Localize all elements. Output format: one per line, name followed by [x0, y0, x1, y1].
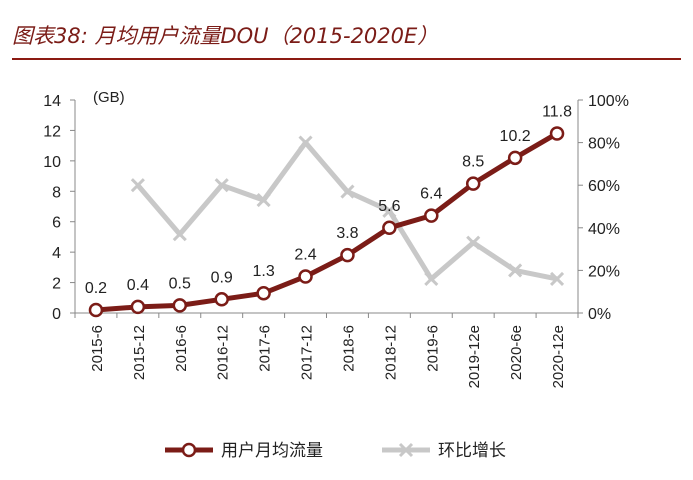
- growth-rate-marker: [508, 263, 523, 278]
- dou-marker: [340, 247, 355, 263]
- x-tick-label: 2019-6: [424, 325, 441, 372]
- dou-marker: [424, 208, 439, 223]
- growth-rate-marker: [466, 235, 481, 250]
- growth-rate-marker: [214, 178, 229, 193]
- growth-rate-marker: [549, 271, 565, 286]
- growth-rate-marker: [340, 184, 355, 199]
- right-tick-label: 100%: [588, 93, 629, 110]
- dou-data-label: 8.5: [462, 154, 484, 171]
- x-tick-label: 2020-12e: [550, 325, 567, 388]
- left-tick-label: 6: [52, 215, 61, 232]
- dou-marker: [298, 269, 313, 284]
- title-underline: [12, 58, 681, 60]
- dou-marker: [214, 292, 229, 307]
- dou-data-label: 10.2: [500, 128, 531, 145]
- x-tick-label: 2015-6: [89, 325, 106, 372]
- dou-data-label: 0.9: [211, 269, 233, 286]
- left-tick-label: 14: [43, 93, 61, 110]
- legend-dou-label: 用户月均流量: [221, 441, 323, 460]
- growth-rate-marker: [424, 271, 439, 286]
- left-tick-label: 10: [43, 154, 61, 171]
- dou-data-label: 0.4: [127, 277, 149, 294]
- dou-data-label: 11.8: [542, 103, 572, 120]
- x-tick-label: 2018-12: [382, 325, 399, 380]
- dou-marker: [172, 298, 188, 313]
- dou-marker: [382, 220, 397, 236]
- left-tick-label: 2: [52, 276, 61, 293]
- x-tick-label: 2015-12: [131, 325, 148, 380]
- right-tick-label: 80%: [588, 136, 620, 153]
- x-tick-label: 2017-6: [257, 325, 274, 372]
- chart-title: 图表38: 月均用户流量DOU（2015-2020E）: [12, 24, 439, 48]
- legend-growth-label: 环比增长: [438, 441, 506, 460]
- dou-marker: [130, 299, 146, 315]
- y-unit-label: (GB): [93, 89, 125, 106]
- x-tick-label: 2016-6: [173, 325, 190, 372]
- dou-data-label: 3.8: [336, 225, 358, 242]
- right-tick-label: 40%: [588, 221, 620, 238]
- dou-marker: [465, 176, 481, 191]
- legend-dou-marker: [181, 442, 197, 458]
- growth-rate-marker: [298, 135, 313, 150]
- growth-rate-marker: [256, 193, 271, 208]
- dou-data-label: 2.4: [294, 246, 316, 263]
- dou-data-label: 6.4: [420, 186, 442, 203]
- dou-marker: [549, 126, 565, 141]
- dou-data-label: 1.3: [253, 263, 275, 280]
- x-tick-label: 2017-12: [299, 325, 316, 380]
- dou-marker: [507, 150, 523, 166]
- left-tick-label: 8: [52, 184, 61, 201]
- dou-data-label: 0.2: [85, 280, 107, 297]
- right-tick-label: 20%: [588, 263, 620, 280]
- dou-line: [95, 131, 559, 313]
- dou-data-label: 0.5: [169, 275, 191, 292]
- growth-rate-marker: [382, 203, 397, 218]
- x-tick-label: 2018-6: [340, 325, 357, 372]
- x-tick-label: 2020-6e: [508, 325, 525, 380]
- right-tick-label: 60%: [588, 178, 620, 195]
- right-tick-label: 0%: [588, 306, 611, 323]
- x-tick-label: 2019-12e: [466, 325, 483, 388]
- left-tick-label: 4: [52, 245, 61, 262]
- dou-marker: [88, 302, 104, 318]
- x-tick-label: 2016-12: [215, 325, 232, 380]
- dou-marker: [256, 285, 271, 301]
- growth-rate-marker: [172, 227, 187, 242]
- dou-data-label: 5.6: [378, 198, 400, 215]
- growth-rate-marker: [130, 178, 145, 193]
- left-tick-label: 0: [52, 306, 61, 323]
- left-tick-label: 12: [43, 123, 61, 140]
- legend-growth-marker: [398, 442, 414, 458]
